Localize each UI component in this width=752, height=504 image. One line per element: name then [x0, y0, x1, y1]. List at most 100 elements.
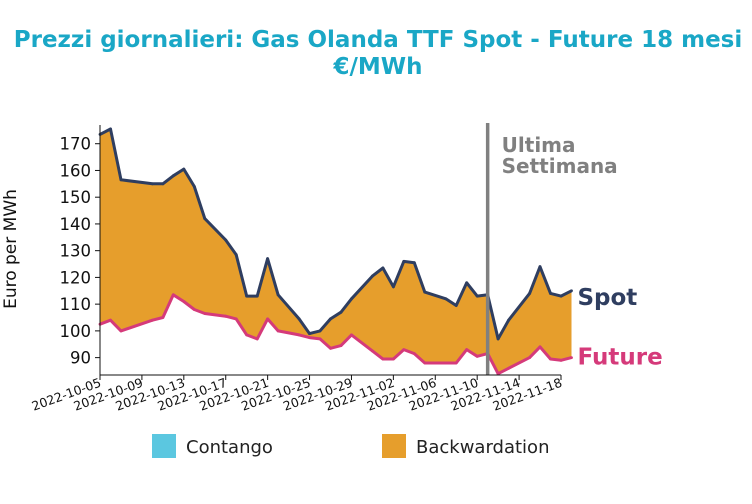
y-tick-label-170: 170 — [60, 135, 92, 154]
point-spot-24 — [402, 260, 406, 263]
point-spot-23 — [392, 285, 395, 289]
point-future-12 — [255, 337, 259, 341]
legend: Contango Backwardation — [152, 434, 549, 458]
chart-title-line2: €/MWh — [332, 54, 422, 80]
point-spot-15 — [297, 317, 301, 321]
backwardation-area-layer — [100, 129, 572, 374]
point-spot-22 — [381, 266, 385, 270]
point-spot-12 — [255, 294, 259, 298]
point-spot-36 — [549, 292, 552, 295]
point-future-14 — [276, 329, 280, 333]
point-future-30 — [475, 354, 479, 358]
y-tick-label-140: 140 — [60, 215, 92, 234]
point-spot-37 — [559, 294, 563, 298]
series-label-future: Future — [577, 345, 662, 371]
point-future-5 — [171, 293, 175, 297]
point-future-4 — [161, 316, 165, 319]
point-spot-16 — [308, 332, 311, 335]
point-spot-33 — [507, 318, 510, 322]
backwardation-area — [100, 129, 572, 374]
point-spot-25 — [412, 261, 416, 265]
point-spot-38 — [570, 289, 573, 293]
point-future-8 — [203, 312, 207, 315]
series-label-spot: Spot — [577, 285, 637, 311]
point-future-36 — [549, 357, 552, 361]
point-spot-10 — [234, 253, 238, 257]
y-tick-label-130: 130 — [60, 242, 92, 261]
point-future-29 — [465, 348, 469, 351]
y-tick-label-160: 160 — [60, 161, 92, 180]
legend-label-backwardation[interactable]: Backwardation — [416, 437, 549, 458]
point-spot-18 — [329, 317, 332, 321]
point-spot-6 — [182, 167, 186, 171]
point-future-37 — [559, 358, 563, 362]
point-future-15 — [297, 333, 301, 337]
point-future-9 — [224, 314, 228, 318]
point-spot-26 — [423, 290, 427, 294]
point-spot-32 — [496, 337, 500, 341]
point-spot-17 — [318, 329, 322, 333]
point-future-25 — [412, 352, 416, 355]
point-future-19 — [339, 344, 343, 347]
last-week-annotation-line1: Ultima — [502, 133, 576, 157]
x-ticks: 2022-10-052022-10-092022-10-132022-10-17… — [30, 375, 564, 414]
point-future-26 — [423, 361, 427, 365]
point-spot-13 — [266, 257, 269, 261]
point-future-21 — [371, 349, 374, 353]
point-future-3 — [151, 318, 154, 322]
chart-title-line1: Prezzi giornalieri: Gas Olanda TTF Spot … — [14, 27, 743, 53]
y-tick-label-100: 100 — [60, 322, 92, 341]
point-spot-5 — [171, 174, 175, 178]
point-spot-1 — [109, 127, 112, 131]
point-future-10 — [234, 317, 238, 321]
point-future-34 — [528, 356, 531, 359]
point-future-23 — [392, 357, 395, 361]
point-spot-11 — [245, 294, 249, 298]
legend-swatch-backwardation[interactable] — [382, 434, 406, 458]
point-spot-35 — [538, 265, 542, 269]
y-tick-label-110: 110 — [60, 295, 92, 314]
point-spot-19 — [339, 310, 343, 314]
last-week-annotation-line2: Settimana — [502, 154, 618, 178]
point-spot-3 — [151, 182, 154, 186]
point-future-35 — [538, 345, 542, 349]
point-future-16 — [308, 336, 311, 339]
point-spot-34 — [528, 292, 531, 295]
point-future-32 — [496, 372, 500, 376]
point-spot-27 — [444, 297, 448, 301]
point-future-7 — [192, 308, 196, 311]
point-spot-9 — [224, 238, 228, 242]
point-future-17 — [318, 337, 322, 341]
point-spot-7 — [192, 185, 196, 188]
point-future-11 — [245, 333, 249, 337]
point-spot-21 — [371, 274, 374, 278]
point-spot-4 — [161, 182, 165, 186]
legend-swatch-contango[interactable] — [152, 434, 176, 458]
point-future-6 — [182, 300, 186, 303]
point-future-27 — [444, 361, 448, 365]
point-future-1 — [109, 318, 112, 322]
y-axis-label: Euro per MWh — [1, 189, 21, 309]
point-future-18 — [329, 346, 332, 350]
point-future-24 — [402, 348, 406, 351]
point-spot-29 — [465, 281, 469, 285]
point-future-20 — [350, 333, 353, 337]
point-future-22 — [381, 357, 385, 361]
legend-label-contango[interactable]: Contango — [186, 437, 273, 458]
y-tick-label-90: 90 — [70, 349, 91, 368]
point-spot-20 — [350, 297, 353, 301]
y-ticks: 90 100 110 120 130 140 150 160 170 — [60, 135, 100, 368]
point-spot-28 — [454, 304, 458, 307]
point-future-28 — [454, 361, 458, 365]
y-tick-label-120: 120 — [60, 268, 92, 287]
point-future-13 — [266, 317, 269, 321]
point-spot-2 — [119, 178, 123, 182]
point-spot-14 — [276, 293, 280, 297]
point-future-33 — [507, 366, 510, 370]
point-future-2 — [119, 329, 123, 333]
point-spot-30 — [475, 294, 479, 298]
y-tick-label-150: 150 — [60, 188, 92, 207]
point-spot-8 — [203, 217, 207, 221]
point-future-38 — [570, 356, 573, 359]
